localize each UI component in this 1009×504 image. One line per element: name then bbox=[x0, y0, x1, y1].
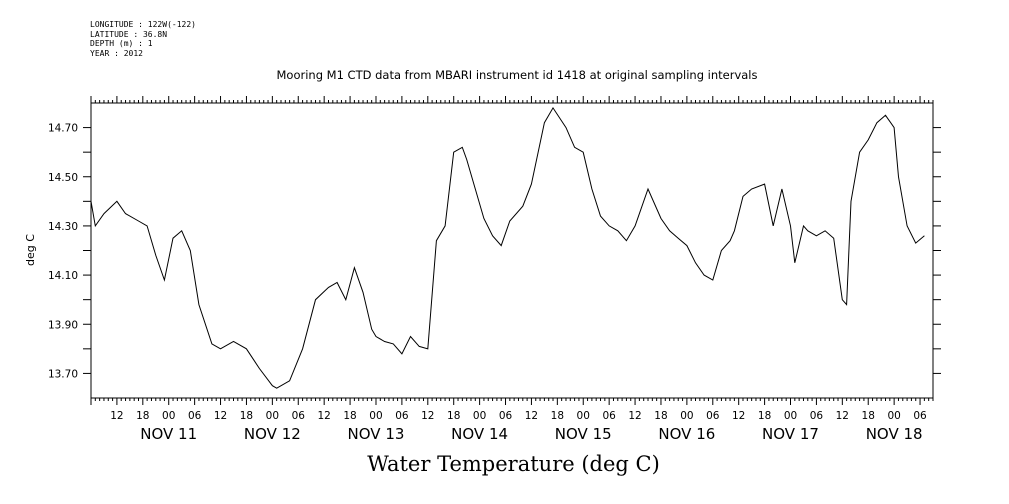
hour-tick-label: 18 bbox=[447, 410, 460, 422]
year-label: YEAR : 2012 bbox=[90, 48, 143, 58]
hour-tick-label: 06 bbox=[706, 410, 720, 422]
day-tick-label: NOV 18 bbox=[866, 425, 923, 443]
latitude-label: LATITUDE : 36.8N bbox=[90, 29, 168, 39]
chart-title: Mooring M1 CTD data from MBARI instrumen… bbox=[276, 68, 758, 82]
hour-tick-label: 12 bbox=[317, 410, 330, 422]
hour-tick-label: 12 bbox=[836, 410, 849, 422]
hour-tick-label: 12 bbox=[110, 410, 123, 422]
longitude-label: LONGITUDE : 122W(-122) bbox=[90, 20, 196, 29]
plot-frame bbox=[90, 102, 934, 399]
metadata-block: LONGITUDE : 122W(-122) LATITUDE : 36.8N … bbox=[90, 20, 196, 58]
hour-tick-label: 18 bbox=[654, 410, 667, 422]
y-tick-label: 13.90 bbox=[48, 319, 78, 331]
hour-tick-label: 06 bbox=[913, 410, 927, 422]
hour-tick-label: 06 bbox=[395, 410, 409, 422]
day-tick-label: NOV 14 bbox=[451, 425, 508, 443]
hour-tick-label: 00 bbox=[369, 410, 382, 422]
y-tick-label: 14.30 bbox=[48, 221, 78, 233]
hour-tick-label: 06 bbox=[499, 410, 513, 422]
hour-tick-label: 18 bbox=[862, 410, 875, 422]
hour-tick-label: 00 bbox=[266, 410, 279, 422]
day-tick-label: NOV 15 bbox=[555, 425, 612, 443]
temperature-series-line bbox=[90, 106, 925, 389]
depth-label: DEPTH (m) : 1 bbox=[90, 39, 153, 48]
hour-tick-label: 06 bbox=[292, 410, 306, 422]
hour-tick-label: 00 bbox=[577, 410, 590, 422]
hour-tick-label: 12 bbox=[214, 410, 227, 422]
day-tick-label: NOV 16 bbox=[658, 425, 715, 443]
day-tick-label: NOV 12 bbox=[244, 425, 301, 443]
day-tick-label: NOV 17 bbox=[762, 425, 819, 443]
hour-tick-label: 12 bbox=[732, 410, 745, 422]
hour-tick-label: 06 bbox=[602, 410, 616, 422]
hour-tick-label: 00 bbox=[784, 410, 797, 422]
hour-tick-label: 12 bbox=[525, 410, 538, 422]
day-tick-label: NOV 11 bbox=[140, 425, 197, 443]
hour-tick-label: 00 bbox=[473, 410, 486, 422]
y-tick-label: 14.10 bbox=[48, 270, 78, 282]
hour-tick-label: 12 bbox=[421, 410, 434, 422]
hour-tick-label: 18 bbox=[136, 410, 149, 422]
hour-tick-label: 18 bbox=[551, 410, 564, 422]
hour-tick-label: 00 bbox=[887, 410, 900, 422]
hour-tick-label: 12 bbox=[628, 410, 641, 422]
hour-tick-label: 06 bbox=[810, 410, 824, 422]
hour-tick-label: 06 bbox=[188, 410, 202, 422]
day-tick-label: NOV 13 bbox=[348, 425, 405, 443]
hour-tick-label: 00 bbox=[680, 410, 693, 422]
y-tick-label: 13.70 bbox=[48, 368, 78, 380]
hour-tick-label: 18 bbox=[343, 410, 356, 422]
y-tick-label: 14.50 bbox=[48, 172, 78, 184]
y-axis-label: deg C bbox=[24, 234, 37, 266]
hour-tick-label: 18 bbox=[240, 410, 253, 422]
hour-tick-label: 00 bbox=[162, 410, 175, 422]
hour-tick-label: 18 bbox=[758, 410, 771, 422]
y-tick-label: 14.70 bbox=[48, 123, 78, 135]
x-axis-title: Water Temperature (deg C) bbox=[367, 452, 660, 476]
